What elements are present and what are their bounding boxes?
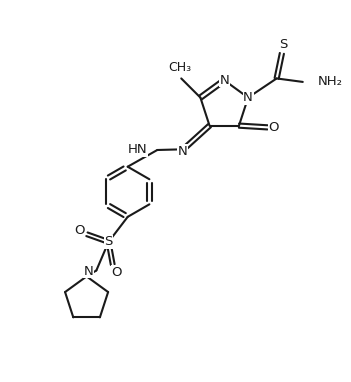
- Text: HN: HN: [128, 144, 147, 157]
- Text: N: N: [178, 144, 187, 157]
- Text: NH₂: NH₂: [317, 75, 342, 88]
- Text: N: N: [219, 74, 229, 87]
- Text: N: N: [84, 265, 93, 278]
- Text: O: O: [269, 121, 279, 134]
- Text: N: N: [243, 91, 253, 104]
- Text: O: O: [74, 224, 85, 237]
- Text: O: O: [112, 266, 122, 279]
- Text: S: S: [104, 235, 113, 248]
- Text: S: S: [279, 38, 288, 51]
- Text: CH₃: CH₃: [168, 62, 192, 74]
